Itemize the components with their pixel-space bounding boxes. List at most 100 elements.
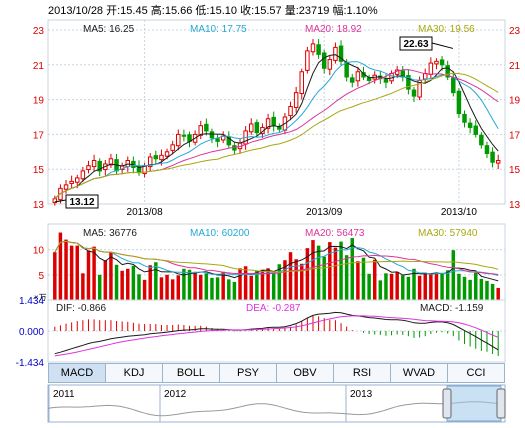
volume-bar (154, 262, 158, 300)
volume-bar (148, 265, 152, 300)
candle (271, 116, 276, 127)
navigator-left-handle[interactable] (442, 388, 452, 419)
tab-boll[interactable]: BOLL (163, 364, 220, 382)
volume-bar (490, 283, 495, 300)
volume-bar (193, 271, 197, 300)
navigator-price-line (47, 401, 502, 417)
header-low: 低:15.10 (195, 5, 238, 17)
volume-bar (395, 272, 399, 300)
price-y-tick-right: 13 (509, 200, 521, 211)
high-annotation: 22.63 (403, 39, 428, 50)
tab-wvad[interactable]: WVAD (391, 364, 448, 382)
candle (176, 133, 181, 147)
navigator-selection (446, 385, 502, 422)
price-legend-item: MA30: 19.56 (418, 24, 475, 35)
candle (215, 138, 220, 142)
candle (316, 44, 321, 55)
price-ma30-line (54, 72, 499, 200)
volume-bar (97, 274, 102, 300)
candle (451, 77, 456, 94)
volume-bar (457, 273, 461, 300)
volume-bar (81, 273, 85, 300)
volume-bar (339, 241, 343, 300)
volume-bar (238, 268, 242, 300)
volume-bar (159, 277, 164, 300)
price-y-tick-left: 13 (33, 200, 45, 211)
tab-psy[interactable]: PSY (220, 364, 277, 382)
candle (327, 59, 333, 70)
candle (428, 62, 434, 75)
navigator-right-handle[interactable] (496, 388, 506, 419)
volume-bar (367, 273, 371, 300)
candle (226, 136, 232, 146)
volume-bar (434, 273, 439, 300)
tab-rsi[interactable]: RSI (334, 364, 391, 382)
candle (198, 125, 203, 136)
volume-bar (176, 275, 181, 300)
price-y-tick-right: 15 (509, 165, 521, 176)
candle (467, 122, 473, 128)
tab-macd[interactable]: MACD (49, 364, 106, 382)
candle (80, 170, 86, 180)
candle (159, 154, 164, 161)
candle (293, 92, 299, 108)
volume-bar (384, 273, 388, 300)
volume-bar (423, 272, 427, 300)
volume-bar (120, 270, 124, 300)
macd-dea-line (54, 315, 499, 357)
volume-bar (137, 274, 141, 300)
candle (209, 131, 215, 139)
candle (265, 118, 271, 129)
volume-bar (58, 232, 63, 300)
candle (456, 90, 462, 115)
volume-bar (221, 271, 225, 300)
price-ma10-line (54, 61, 499, 200)
macd-legend-item: DIF: -0.866 (56, 303, 106, 314)
volume-bar (356, 261, 360, 300)
candle (383, 79, 389, 83)
price-y-tick-right: 19 (509, 96, 521, 107)
volume-bar (389, 273, 394, 300)
price-x-tick: 2013/10 (441, 207, 478, 218)
price-legend-item: MA20: 18.92 (305, 24, 362, 35)
header-change: 幅:1.10% (332, 5, 378, 17)
tab-kdj[interactable]: KDJ (106, 364, 163, 382)
volume-bar (86, 250, 91, 300)
volume-bar (429, 273, 433, 300)
candle (333, 46, 338, 61)
header-close: 收:15.57 (240, 5, 282, 17)
volume-bar (198, 274, 203, 300)
volume-bar (215, 277, 220, 300)
volume-bar (417, 275, 422, 300)
volume-bar (92, 246, 96, 300)
volume-legend-item: MA20: 56473 (305, 228, 365, 239)
candle (86, 165, 91, 171)
volume-bar (361, 257, 366, 300)
volume-bar (114, 264, 119, 300)
volume-bar (305, 248, 310, 300)
candle (305, 50, 310, 71)
volume-bar (187, 269, 192, 300)
header-date-open: 2013/10/28 开:15.45 (48, 5, 148, 17)
volume-bar (496, 287, 500, 300)
tab-obv[interactable]: OBV (277, 364, 334, 382)
volume-bar (322, 256, 326, 300)
volume-bar (75, 245, 79, 300)
volume-y-tick: 5 (38, 271, 44, 282)
tab-cci[interactable]: CCI (466, 367, 486, 379)
navigator-year-label: 2011 (53, 389, 75, 400)
candle (91, 160, 97, 168)
volume-bar (142, 279, 147, 300)
candle (310, 43, 316, 53)
volume-bar (462, 276, 467, 300)
macd-legend-item: DEA: -0.287 (246, 303, 301, 314)
header-volume: 量:23719 (284, 5, 330, 17)
volume-ma5-line (54, 240, 499, 282)
candle (479, 134, 484, 146)
candle (147, 156, 153, 168)
volume-bar (165, 274, 169, 300)
volume-unit: ×万 (34, 293, 47, 302)
volume-bar (372, 259, 377, 300)
volume-bar (182, 268, 186, 300)
